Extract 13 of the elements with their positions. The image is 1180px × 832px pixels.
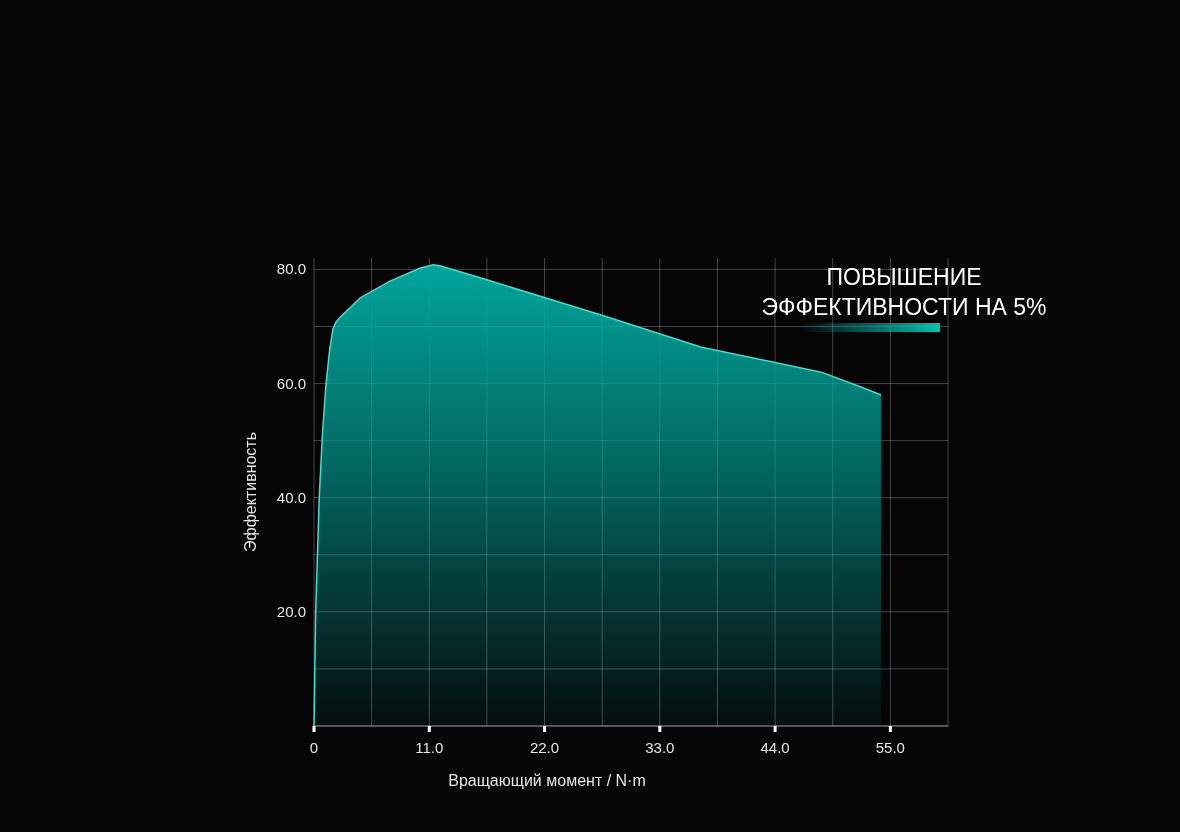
x-tick-label: 33.0 [645, 739, 675, 756]
x-tick-label: 22.0 [529, 739, 560, 756]
y-axis-title: Эффективность [242, 431, 259, 553]
x-tick-label: 11.0 [415, 739, 444, 756]
y-tick-label: 60.0 [276, 374, 306, 392]
x-axis-title: Вращающий момент / N·m [448, 772, 646, 789]
annotation: ПОВЫШЕНИЕ ЭФФЕКТИВНОСТИ НА 5% [761, 264, 1047, 320]
y-tick-label: 20.0 [276, 602, 306, 620]
x-tick-label: 55.0 [875, 739, 905, 756]
y-tick-label: 40.0 [276, 488, 306, 506]
x-tick-label: 44.0 [760, 739, 790, 756]
y-tick-label: 80.0 [276, 260, 306, 278]
x-tick-label: 0 [309, 739, 319, 756]
